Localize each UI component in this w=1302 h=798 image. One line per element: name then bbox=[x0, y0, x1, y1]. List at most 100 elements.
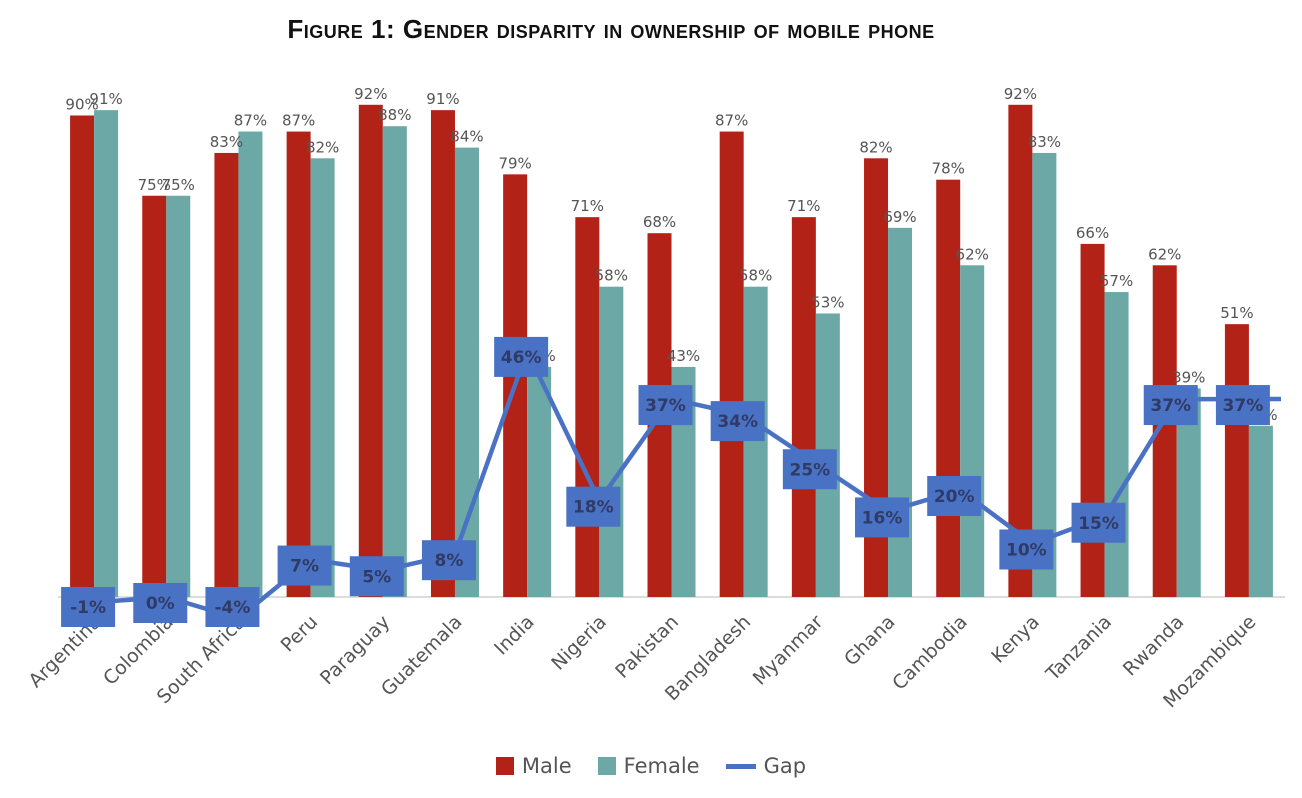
bar-female bbox=[166, 195, 191, 597]
gap-label-box bbox=[566, 486, 621, 527]
bar-male bbox=[791, 217, 816, 597]
gap-label-box bbox=[638, 385, 693, 426]
data-label-female: 91% bbox=[89, 90, 122, 108]
data-label-female: 58% bbox=[739, 267, 772, 285]
gap-label: 10% bbox=[1006, 541, 1047, 561]
data-label-male: 91% bbox=[426, 90, 459, 108]
bar-male bbox=[214, 152, 239, 597]
bar-male bbox=[575, 217, 600, 597]
data-label-male: 92% bbox=[354, 85, 387, 103]
gap-label: 18% bbox=[573, 498, 614, 518]
bar-male bbox=[1080, 243, 1105, 597]
data-label-female: 84% bbox=[450, 128, 483, 146]
bar-male bbox=[719, 131, 744, 598]
bar-female bbox=[382, 126, 407, 597]
bar-male bbox=[286, 131, 311, 598]
gap-label-box bbox=[1071, 502, 1126, 543]
data-label-male: 87% bbox=[282, 112, 315, 130]
legend-item-gap: Gap bbox=[725, 754, 807, 778]
data-label-female: 53% bbox=[811, 293, 844, 311]
gap-label-box bbox=[1143, 385, 1198, 426]
data-label-female: 82% bbox=[306, 138, 339, 156]
gap-label-box bbox=[277, 545, 332, 586]
gap-label: 20% bbox=[934, 487, 975, 507]
x-tick-label: Pakistan bbox=[611, 611, 683, 683]
gap-label: 25% bbox=[790, 460, 831, 480]
data-label-male: 75% bbox=[138, 176, 171, 194]
legend-item-male: Male bbox=[495, 754, 572, 778]
bar-male bbox=[142, 195, 167, 597]
gap-label-box bbox=[999, 529, 1054, 570]
data-label-male: 90% bbox=[65, 96, 98, 114]
data-label-male: 51% bbox=[1220, 304, 1253, 322]
data-label-female: 87% bbox=[234, 112, 267, 130]
x-tick-label: Paraguay bbox=[316, 611, 394, 689]
data-label-female: 39% bbox=[1172, 368, 1205, 386]
gap-label: 37% bbox=[645, 396, 686, 416]
data-label-female: 43% bbox=[667, 347, 700, 365]
gap-label: 7% bbox=[290, 557, 319, 577]
data-label-male: 71% bbox=[571, 197, 604, 215]
gap-label: 37% bbox=[1223, 396, 1264, 416]
bar-female bbox=[1248, 425, 1273, 597]
legend-swatch-male bbox=[495, 757, 514, 775]
chart-title: Figure 1: Gender disparity in ownership … bbox=[287, 14, 935, 44]
x-tick-label: Ghana bbox=[840, 611, 899, 670]
gap-label-box bbox=[494, 336, 549, 377]
gap-label-box bbox=[782, 449, 837, 490]
data-label-male: 79% bbox=[498, 154, 531, 172]
gap-label: 46% bbox=[501, 348, 542, 368]
data-label-male: 71% bbox=[787, 197, 820, 215]
gap-label-box bbox=[710, 401, 765, 442]
data-label-female: 57% bbox=[1100, 272, 1133, 290]
gap-label: -1% bbox=[70, 598, 106, 618]
gap-label-box bbox=[855, 497, 910, 538]
gap-label-box bbox=[1215, 385, 1270, 426]
x-tick-label: Kenya bbox=[987, 611, 1044, 668]
data-label-female: 58% bbox=[595, 267, 628, 285]
bar-female bbox=[960, 265, 985, 597]
gap-label: 16% bbox=[862, 508, 903, 528]
bar-female bbox=[94, 110, 119, 598]
bar-female bbox=[743, 286, 768, 597]
data-label-male: 78% bbox=[932, 160, 965, 178]
bar-female bbox=[238, 131, 263, 598]
gap-label: 37% bbox=[1150, 396, 1191, 416]
gap-label: 0% bbox=[146, 594, 175, 614]
bar-male bbox=[1008, 104, 1033, 598]
gap-label-box bbox=[133, 583, 188, 623]
bar-male bbox=[1224, 324, 1249, 597]
legend: Male Female Gap bbox=[0, 754, 1302, 778]
data-label-male: 87% bbox=[715, 112, 748, 130]
gap-label-box bbox=[349, 556, 404, 597]
data-label-female: 83% bbox=[1028, 133, 1061, 151]
bar-female bbox=[888, 227, 913, 597]
gap-label-box bbox=[927, 476, 982, 516]
bar-male bbox=[430, 110, 455, 598]
legend-label-male: Male bbox=[521, 754, 572, 778]
x-tick-label: Rwanda bbox=[1119, 611, 1188, 680]
gap-label: 15% bbox=[1078, 514, 1119, 534]
data-label-male: 66% bbox=[1076, 224, 1109, 242]
x-tick-label: Nigeria bbox=[547, 611, 611, 675]
gap-label: -4% bbox=[214, 598, 250, 618]
bar-male bbox=[358, 104, 383, 598]
x-tick-label: India bbox=[490, 611, 539, 660]
gap-label: 34% bbox=[717, 412, 758, 432]
data-label-male: 68% bbox=[643, 213, 676, 231]
x-tick-label: Peru bbox=[277, 611, 322, 656]
data-label-male: 82% bbox=[859, 138, 892, 156]
data-label-female: 62% bbox=[956, 245, 989, 263]
gap-label-box bbox=[61, 587, 116, 627]
data-label-female: 75% bbox=[162, 176, 195, 194]
x-tick-label: Myanmar bbox=[749, 611, 828, 690]
legend-label-female: Female bbox=[623, 754, 700, 778]
gap-label-box bbox=[205, 587, 260, 627]
gap-label-box bbox=[421, 540, 476, 581]
bar-female bbox=[310, 158, 335, 598]
data-label-female: 88% bbox=[378, 106, 411, 124]
legend-label-gap: Gap bbox=[763, 754, 807, 778]
bar-female bbox=[599, 286, 624, 597]
legend-swatch-female bbox=[597, 757, 616, 775]
data-label-male: 83% bbox=[210, 133, 243, 151]
